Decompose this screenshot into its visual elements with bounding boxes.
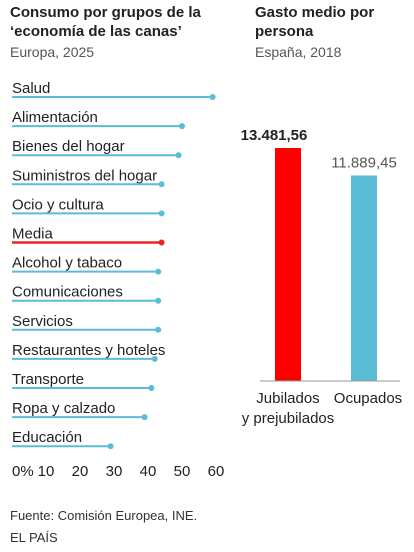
publisher-brand: EL PAÍS [10, 530, 58, 545]
lollipop-dot [158, 210, 165, 217]
spending-bar-chart: 13.481,56 11.889,45 Jubilados y prejubilado… [241, 127, 403, 427]
category-label: Educación [12, 429, 82, 446]
category-label: Restaurantes y hoteles [12, 342, 165, 359]
consumption-lollipop-chart: Salud Alimentación Bienes del hogar Suminis… [12, 80, 224, 480]
x-tick-label: 50 [174, 463, 191, 480]
bar-category-label: Jubilados y prejubilados [242, 390, 335, 427]
lollipop-dot [148, 385, 155, 391]
category-label: Transporte [12, 371, 84, 388]
x-tick-label: 40 [140, 463, 157, 480]
value-label: 13.481,56 [241, 127, 308, 144]
lollipop-dot [141, 414, 148, 421]
lollipop-dot [175, 152, 182, 159]
x-tick-label: 60 [208, 463, 225, 480]
category-label: Alcohol y tabaco [12, 255, 122, 272]
lollipop-dot [179, 123, 185, 130]
lollipop-dot [155, 268, 162, 275]
x-tick-label: 20 [72, 463, 89, 480]
lollipop-dot [158, 181, 165, 188]
bar-category-label: Ocupados [334, 390, 402, 407]
lollipop-dot [158, 239, 165, 246]
lollipop-dot [151, 355, 158, 362]
category-label: Ocio y cultura [12, 196, 104, 213]
x-tick-label: 0% [12, 463, 34, 480]
bar [275, 148, 301, 381]
category-label: Alimentación [12, 109, 98, 126]
value-label: 11.889,45 [331, 155, 397, 172]
category-label: Salud [12, 80, 50, 97]
category-label: Comunicaciones [12, 284, 123, 301]
lollipop-dot [209, 94, 216, 100]
category-label: Suministros del hogar [12, 167, 157, 184]
category-label: Bienes del hogar [12, 138, 125, 155]
category-label: Media [12, 226, 54, 243]
x-tick-label: 10 [38, 463, 55, 480]
right-chart-title: Gasto medio por persona [255, 4, 375, 40]
category-label: Ropa y calzado [12, 400, 115, 417]
lollipop-dot [107, 443, 114, 450]
left-chart-title: Consumo por grupos de la ‘economía de la… [10, 4, 201, 40]
lollipop-dot [155, 326, 162, 333]
bar [351, 175, 377, 381]
x-tick-label: 30 [106, 463, 123, 480]
lollipop-dot [155, 297, 162, 304]
left-chart-subtitle: Europa, 2025 [10, 44, 95, 60]
right-chart-subtitle: España, 2018 [255, 44, 342, 60]
source-note: Fuente: Comisión Europea, INE. [10, 508, 198, 523]
category-label: Servicios [12, 313, 73, 330]
